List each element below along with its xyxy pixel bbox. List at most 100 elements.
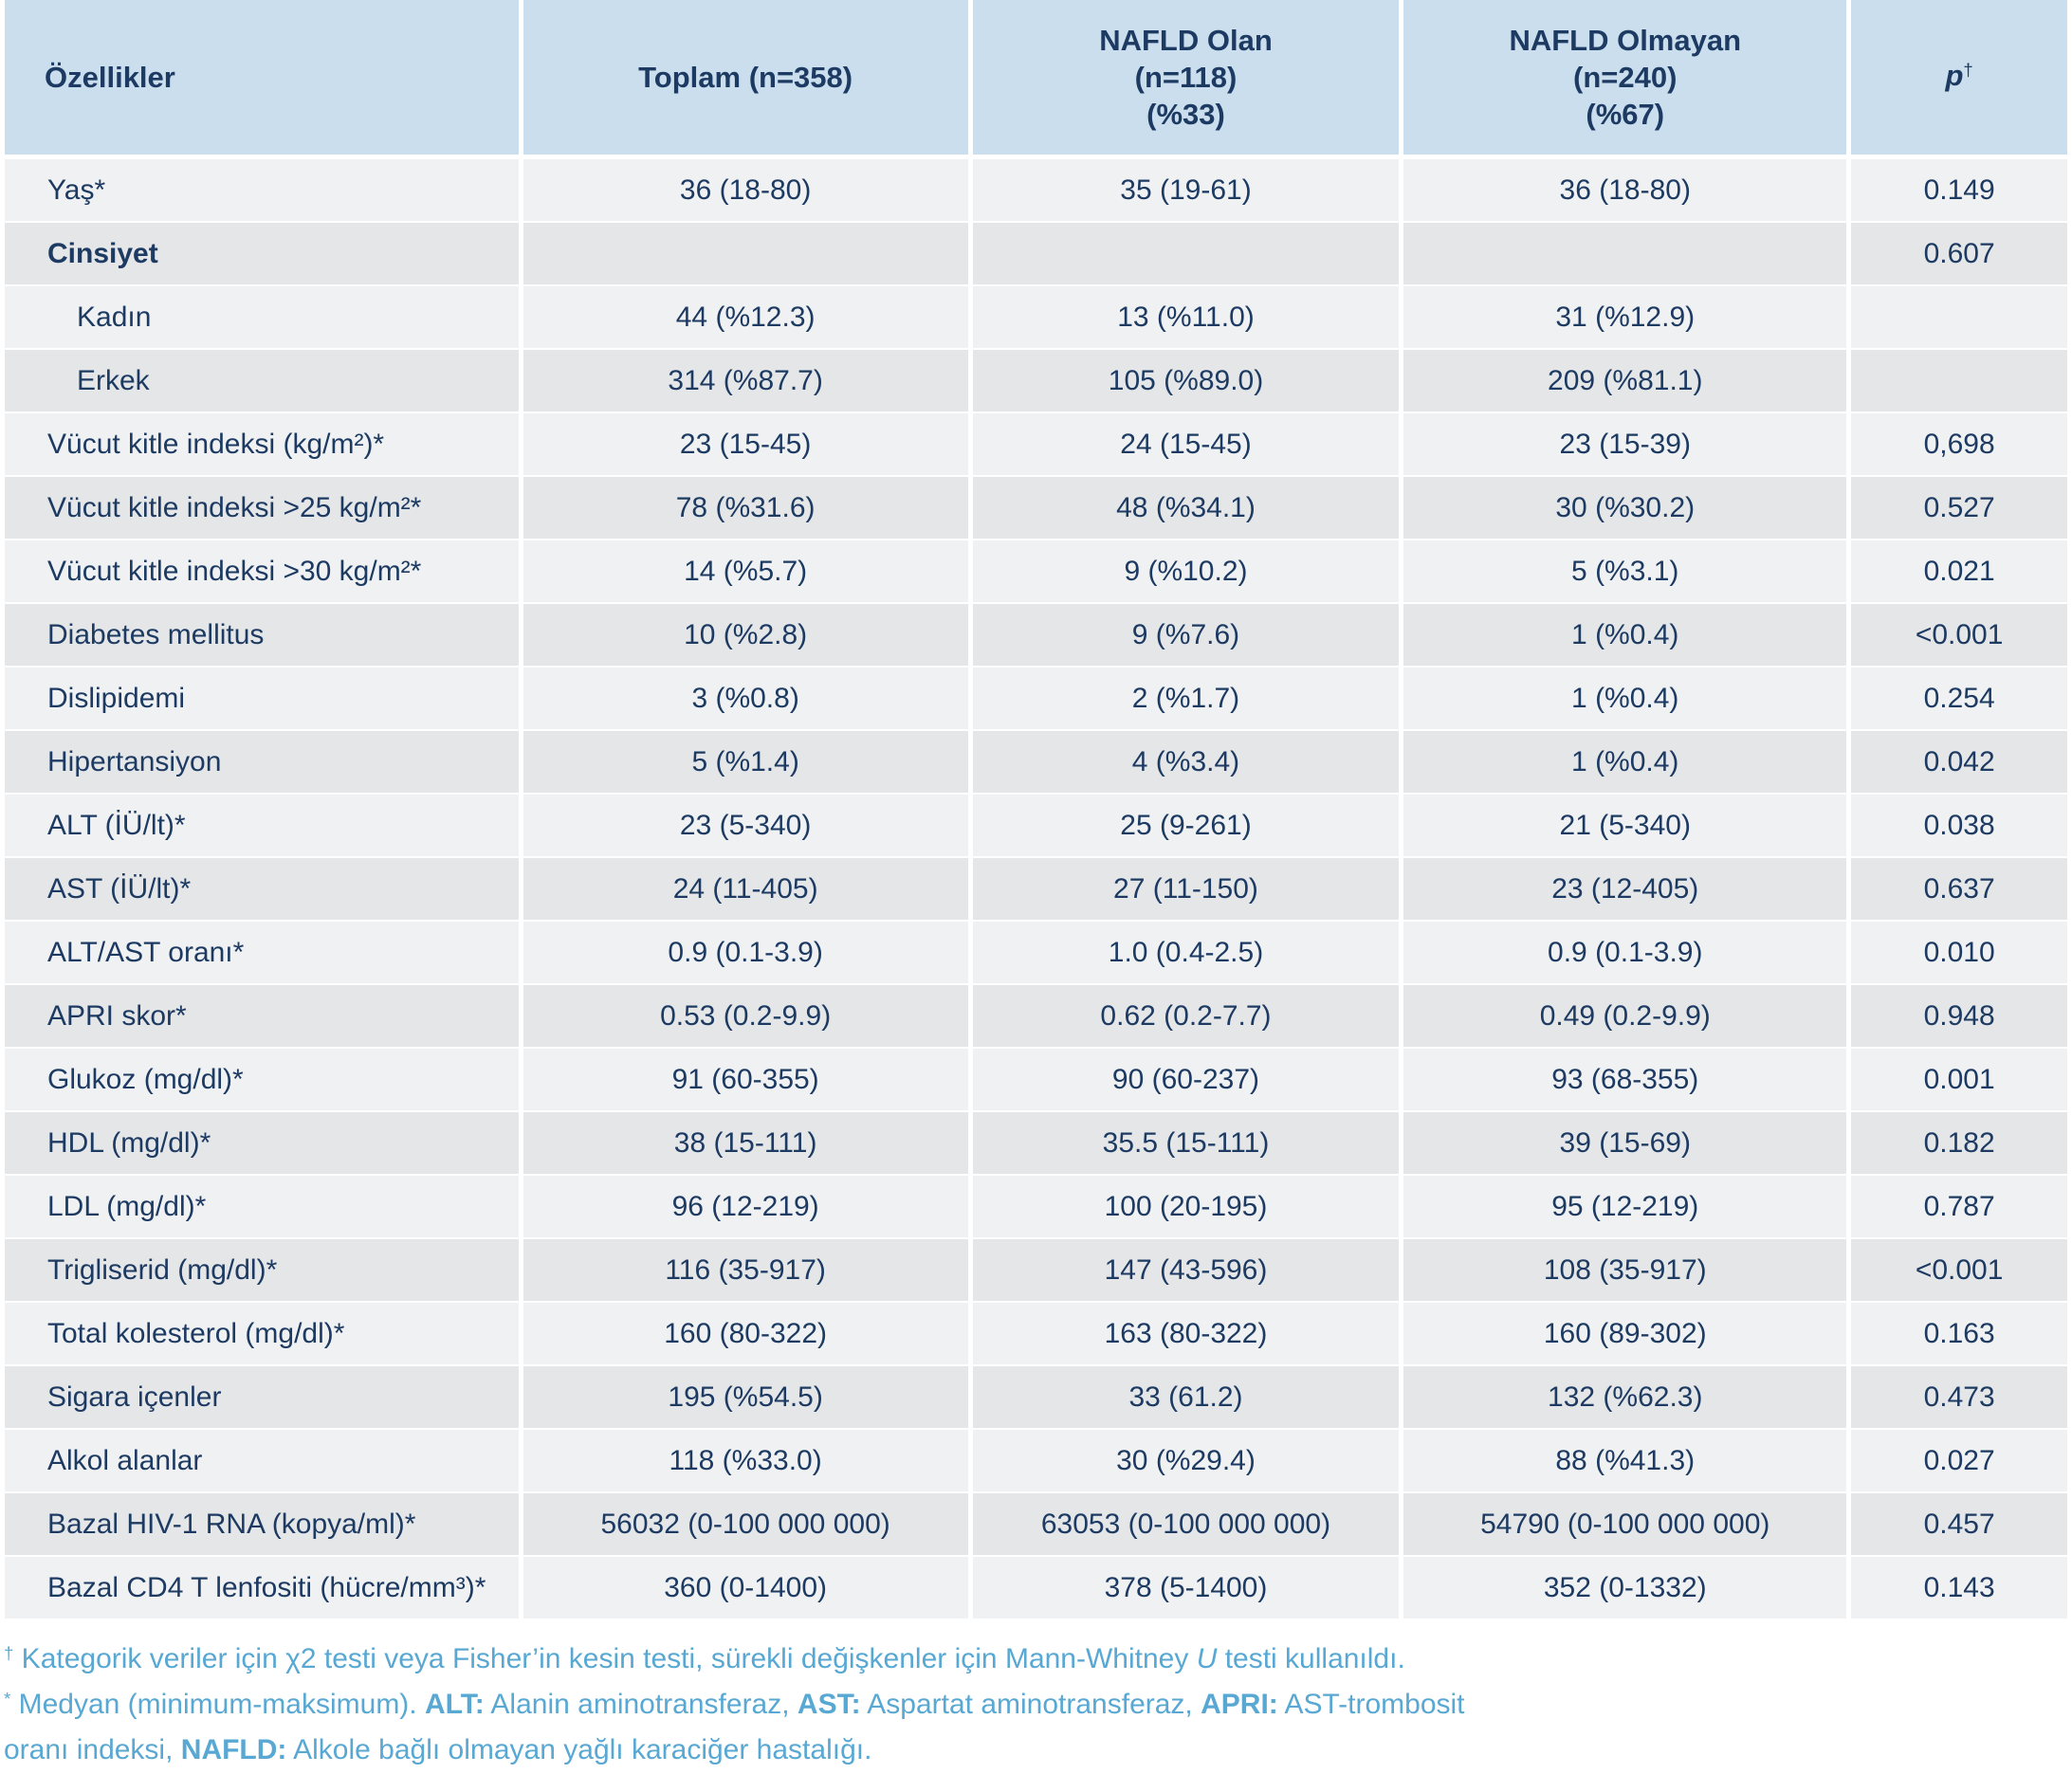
cell-p-value: <0.001 <box>1846 1237 2067 1301</box>
table-row: Yaş* 36 (18-80) 35 (19-61) 36 (18-80) 0.… <box>5 155 2067 221</box>
cell-total: 314 (%87.7) <box>518 348 968 411</box>
header-line: NAFLD Olan <box>1099 24 1273 57</box>
cell-p-value: 0.010 <box>1846 920 2067 983</box>
table-row: Erkek 314 (%87.7) 105 (%89.0) 209 (%81.1… <box>5 348 2067 411</box>
cell-p-value: 0.042 <box>1846 729 2067 793</box>
row-label: Glukoz (mg/dl)* <box>5 1047 519 1110</box>
table-row: Kadın 44 (%12.3) 13 (%11.0) 31 (%12.9) <box>5 284 2067 348</box>
cell-p-value: 0.027 <box>1846 1428 2067 1491</box>
cell-nafld-olan: 33 (61.2) <box>967 1364 1400 1428</box>
cell-nafld-olmayan: 108 (35-917) <box>1399 1237 1847 1301</box>
table-row: Glukoz (mg/dl)* 91 (60-355) 90 (60-237) … <box>5 1047 2067 1110</box>
table-row: ALT/AST oranı* 0.9 (0.1-3.9) 1.0 (0.4-2.… <box>5 920 2067 983</box>
row-label: Erkek <box>5 348 519 411</box>
table-row: Alkol alanlar 118 (%33.0) 30 (%29.4) 88 … <box>5 1428 2067 1491</box>
footnote-text: Alkole bağlı olmayan yağlı karaciğer has… <box>286 1734 872 1765</box>
table-row: Sigara içenler 195 (%54.5) 33 (61.2) 132… <box>5 1364 2067 1428</box>
table-row: Total kolesterol (mg/dl)* 160 (80-322) 1… <box>5 1301 2067 1364</box>
table-row: Hipertansiyon 5 (%1.4) 4 (%3.4) 1 (%0.4)… <box>5 729 2067 793</box>
cell-nafld-olan: 163 (80-322) <box>967 1301 1400 1364</box>
cell-p-value: 0.254 <box>1846 666 2067 729</box>
cell-p-value: 0,698 <box>1846 411 2067 475</box>
footnotes: † Kategorik veriler için χ2 testi veya F… <box>0 1619 1521 1771</box>
cell-total: 3 (%0.8) <box>518 666 968 729</box>
footnote-text: ALT: <box>424 1689 485 1720</box>
cell-nafld-olan: 1.0 (0.4-2.5) <box>967 920 1400 983</box>
cell-nafld-olmayan: 23 (15-39) <box>1399 411 1847 475</box>
footnote-text: U <box>1196 1643 1218 1674</box>
cell-nafld-olmayan: 39 (15-69) <box>1399 1110 1847 1174</box>
row-label: Vücut kitle indeksi (kg/m²)* <box>5 411 519 475</box>
cell-nafld-olan: 2 (%1.7) <box>967 666 1400 729</box>
footnote-line: † Kategorik veriler için χ2 testi veya F… <box>4 1637 1521 1683</box>
footnote-text: APRI: <box>1201 1689 1278 1720</box>
row-label: AST (İÜ/lt)* <box>5 856 519 920</box>
row-label: Alkol alanlar <box>5 1428 519 1491</box>
cell-total: 44 (%12.3) <box>518 284 968 348</box>
table-row: LDL (mg/dl)* 96 (12-219) 100 (20-195) 95… <box>5 1174 2067 1237</box>
cell-nafld-olmayan: 352 (0-1332) <box>1399 1555 1847 1619</box>
cell-nafld-olmayan: 95 (12-219) <box>1399 1174 1847 1237</box>
cell-total: 23 (15-45) <box>518 411 968 475</box>
row-label: LDL (mg/dl)* <box>5 1174 519 1237</box>
table-row: Cinsiyet 0.607 <box>5 221 2067 284</box>
row-label: Dislipidemi <box>5 666 519 729</box>
table-row: Vücut kitle indeksi >25 kg/m²* 78 (%31.6… <box>5 475 2067 539</box>
cell-total: 5 (%1.4) <box>518 729 968 793</box>
cell-nafld-olan: 100 (20-195) <box>967 1174 1400 1237</box>
header-row: Özellikler Toplam (n=358) NAFLD Olan (n=… <box>5 0 2067 155</box>
row-label: Vücut kitle indeksi >25 kg/m²* <box>5 475 519 539</box>
table-row: Vücut kitle indeksi >30 kg/m²* 14 (%5.7)… <box>5 539 2067 602</box>
cell-nafld-olan: 24 (15-45) <box>967 411 1400 475</box>
cell-p-value <box>1846 284 2067 348</box>
cell-nafld-olan: 90 (60-237) <box>967 1047 1400 1110</box>
cell-p-value: 0.607 <box>1846 221 2067 284</box>
row-label: Cinsiyet <box>5 221 519 284</box>
table-row: Bazal CD4 T lenfositi (hücre/mm³)* 360 (… <box>5 1555 2067 1619</box>
cell-nafld-olan: 30 (%29.4) <box>967 1428 1400 1491</box>
cell-p-value: 0.149 <box>1846 155 2067 221</box>
footnote-text: Aspartat aminotransferaz, <box>860 1689 1201 1720</box>
table-row: Dislipidemi 3 (%0.8) 2 (%1.7) 1 (%0.4) 0… <box>5 666 2067 729</box>
cell-p-value: 0.527 <box>1846 475 2067 539</box>
cell-nafld-olmayan: 132 (%62.3) <box>1399 1364 1847 1428</box>
footnote-text: AST-trombosit oranı indeksi, <box>4 1689 1465 1765</box>
row-label: HDL (mg/dl)* <box>5 1110 519 1174</box>
table-row: APRI skor* 0.53 (0.2-9.9) 0.62 (0.2-7.7)… <box>5 983 2067 1047</box>
cell-nafld-olmayan: 23 (12-405) <box>1399 856 1847 920</box>
cell-p-value: 0.001 <box>1846 1047 2067 1110</box>
cell-nafld-olmayan: 209 (%81.1) <box>1399 348 1847 411</box>
table-row: AST (İÜ/lt)* 24 (11-405) 27 (11-150) 23 … <box>5 856 2067 920</box>
cell-p-value: 0.021 <box>1846 539 2067 602</box>
table-row: Trigliserid (mg/dl)* 116 (35-917) 147 (4… <box>5 1237 2067 1301</box>
cell-total: 0.53 (0.2-9.9) <box>518 983 968 1047</box>
cell-total: 0.9 (0.1-3.9) <box>518 920 968 983</box>
cell-p-value: 0.637 <box>1846 856 2067 920</box>
cell-p-value: 0.143 <box>1846 1555 2067 1619</box>
row-label: ALT (İÜ/lt)* <box>5 793 519 856</box>
cell-nafld-olmayan: 36 (18-80) <box>1399 155 1847 221</box>
dagger-superscript: † <box>1963 59 1973 80</box>
cell-nafld-olmayan: 88 (%41.3) <box>1399 1428 1847 1491</box>
header-p-value: p† <box>1846 0 2067 155</box>
cell-nafld-olmayan <box>1399 221 1847 284</box>
cell-nafld-olmayan: 30 (%30.2) <box>1399 475 1847 539</box>
cell-total: 56032 (0-100 000 000) <box>518 1491 968 1555</box>
cell-nafld-olan: 48 (%34.1) <box>967 475 1400 539</box>
cell-nafld-olmayan: 0.9 (0.1-3.9) <box>1399 920 1847 983</box>
cell-total: 78 (%31.6) <box>518 475 968 539</box>
cell-nafld-olmayan: 31 (%12.9) <box>1399 284 1847 348</box>
cell-total: 23 (5-340) <box>518 793 968 856</box>
cell-nafld-olan: 378 (5-1400) <box>967 1555 1400 1619</box>
cell-p-value: <0.001 <box>1846 602 2067 666</box>
header-line: (%67) <box>1586 98 1665 131</box>
cell-total <box>518 221 968 284</box>
cell-nafld-olan <box>967 221 1400 284</box>
cell-total: 118 (%33.0) <box>518 1428 968 1491</box>
cell-nafld-olan: 9 (%10.2) <box>967 539 1400 602</box>
header-toplam: Toplam (n=358) <box>518 0 968 155</box>
cell-total: 116 (35-917) <box>518 1237 968 1301</box>
table-row: HDL (mg/dl)* 38 (15-111) 35.5 (15-111) 3… <box>5 1110 2067 1174</box>
footnote-text: NAFLD: <box>180 1734 287 1765</box>
row-label: ALT/AST oranı* <box>5 920 519 983</box>
